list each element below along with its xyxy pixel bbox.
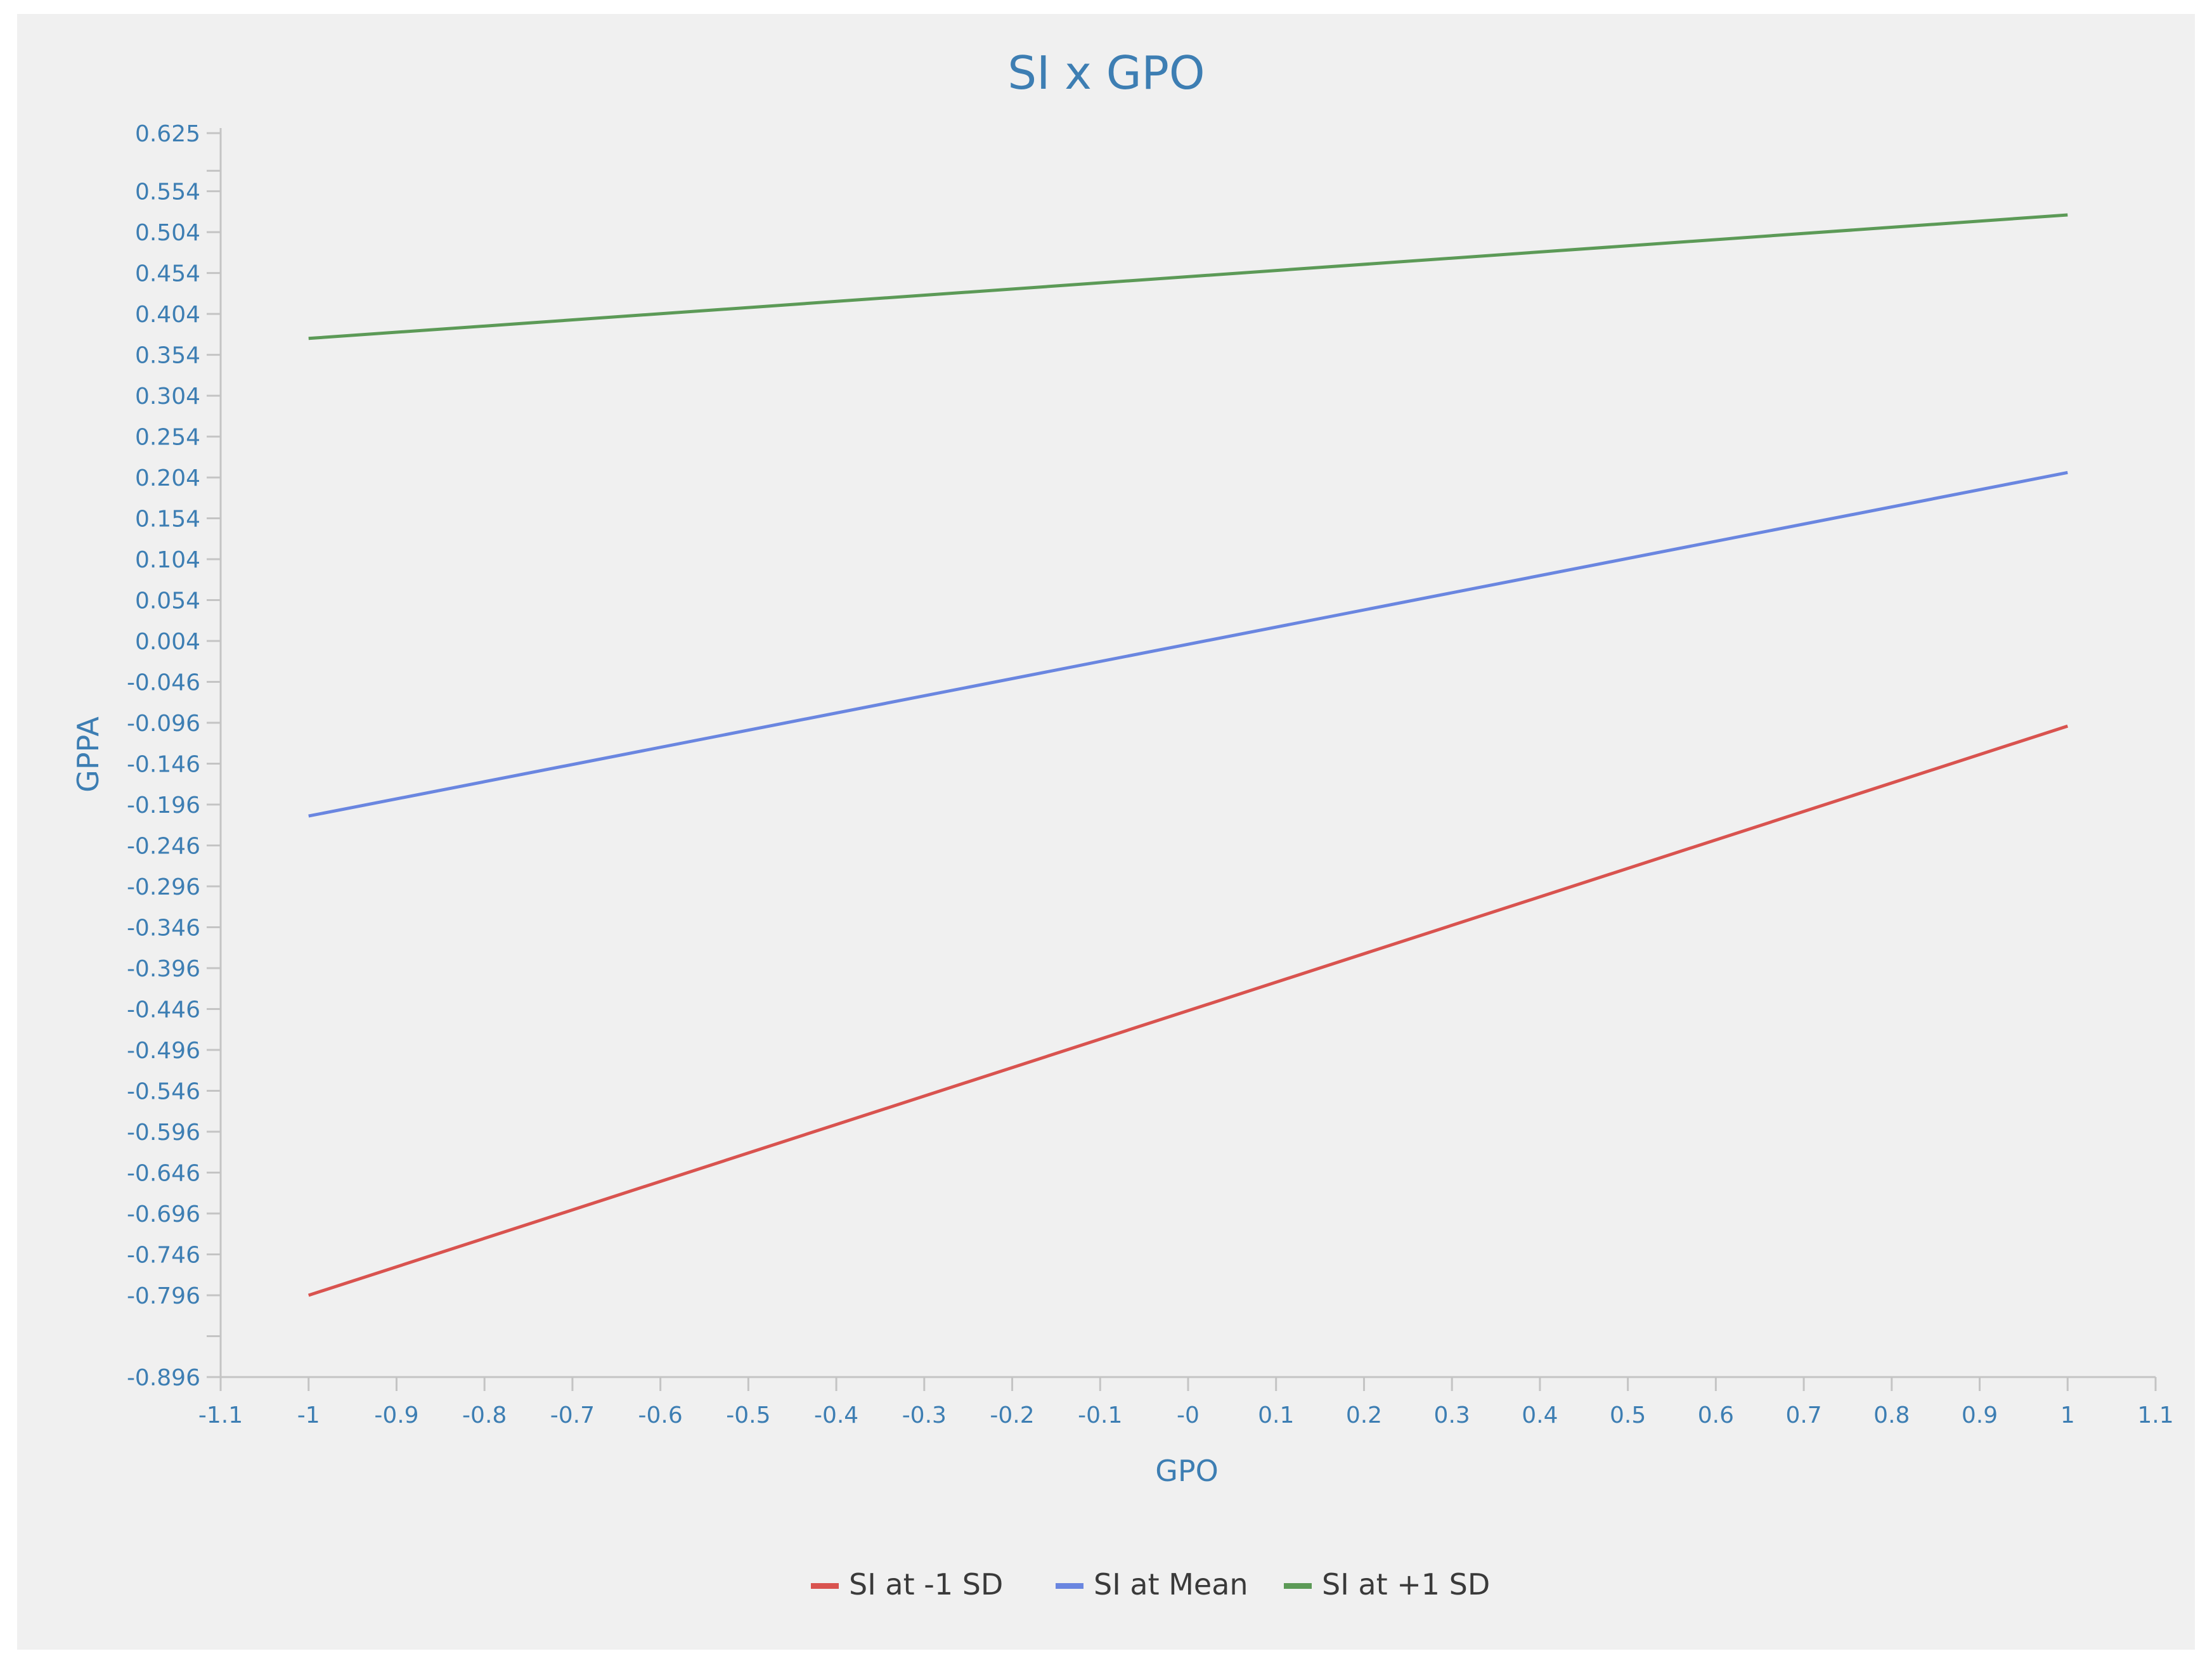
y-tick-label: -0.446 — [127, 997, 200, 1023]
legend-label: SI at Mean — [1094, 1567, 1248, 1602]
legend-label: SI at -1 SD — [849, 1567, 1003, 1602]
y-tick-label: 0.504 — [135, 220, 200, 246]
x-tick-label: 0.2 — [1346, 1402, 1382, 1428]
y-tick-label: -0.796 — [127, 1283, 200, 1309]
x-tick-label: -0.7 — [550, 1402, 595, 1428]
x-tick-label: 1.1 — [2137, 1402, 2173, 1428]
series-line-0 — [307, 724, 2069, 1297]
x-tick-label: 0.1 — [1258, 1402, 1294, 1428]
y-axis-title: GPPA — [71, 716, 105, 793]
x-tick-label: -0.3 — [902, 1402, 947, 1428]
y-tick-label: -0.696 — [127, 1201, 200, 1227]
legend-label: SI at +1 SD — [1322, 1567, 1490, 1602]
y-tick-label: -0.346 — [127, 916, 200, 942]
y-tick-label: -0.246 — [127, 834, 200, 860]
y-tick-label: -0.596 — [127, 1120, 200, 1146]
y-axis: 0.625 0.554 0.504 0.454 0.404 0.354 0.304 0.254… — [127, 121, 222, 1391]
y-tick-label: -0.896 — [127, 1365, 200, 1391]
legend-swatch — [1284, 1583, 1312, 1589]
y-tick-label: -0.096 — [127, 711, 200, 737]
y-tick-label: 0.204 — [135, 465, 200, 491]
x-tick-label: -0.1 — [1078, 1402, 1122, 1428]
x-tick-label: 0.9 — [1962, 1402, 1998, 1428]
y-tick-label: 0.104 — [135, 547, 200, 573]
y-tick-label: 0.554 — [135, 179, 200, 205]
x-tick-label: -0.6 — [638, 1402, 683, 1428]
chart-title: SI x GPO — [1007, 46, 1205, 100]
series-line-2 — [308, 213, 2068, 340]
y-tick-label: 0.304 — [135, 384, 200, 410]
x-tick-label: -1 — [297, 1402, 320, 1428]
x-tick-label: 0.7 — [1785, 1402, 1821, 1428]
y-tick-label: -0.046 — [127, 670, 200, 696]
x-tick-label: 0.3 — [1434, 1402, 1470, 1428]
y-tick-label: 0.254 — [135, 425, 200, 451]
x-tick-label: -0.9 — [374, 1402, 418, 1428]
y-tick-label: -0.146 — [127, 752, 200, 778]
x-tick-label: -0 — [1177, 1402, 1200, 1428]
y-tick-label: 0.004 — [135, 629, 200, 655]
y-tick-label: 0.154 — [135, 507, 200, 533]
x-axis-title: GPO — [1155, 1454, 1219, 1488]
y-tick-label: -0.546 — [127, 1079, 200, 1105]
x-tick-label: -0.5 — [726, 1402, 770, 1428]
series-lines — [307, 213, 2069, 1297]
y-tick-label: -0.496 — [127, 1038, 200, 1064]
y-tick-label: -0.296 — [127, 874, 200, 900]
y-tick-label: 0.454 — [135, 261, 200, 287]
x-tick-label: 0.6 — [1698, 1402, 1734, 1428]
legend-swatch — [811, 1583, 839, 1589]
x-tick-label: -0.2 — [990, 1402, 1034, 1428]
x-tick-label: -0.8 — [462, 1402, 507, 1428]
x-tick-label: 0.5 — [1610, 1402, 1646, 1428]
y-tick-label: 0.354 — [135, 343, 200, 369]
y-tick-label: -0.746 — [127, 1243, 200, 1269]
x-tick-label: 1 — [2060, 1402, 2075, 1428]
legend: SI at -1 SD SI at Mean SI at +1 SD — [811, 1567, 1490, 1602]
x-tick-label: -1.1 — [198, 1402, 243, 1428]
y-tick-label: 0.625 — [135, 121, 200, 147]
legend-item-1: SI at Mean — [1056, 1567, 1248, 1602]
y-tick-label: -0.646 — [127, 1161, 200, 1187]
y-tick-label: -0.196 — [127, 793, 200, 819]
series-line-1 — [308, 470, 2068, 818]
x-axis: -1.1 -1 -0.9 -0.8 -0.7 -0.6 -0.5 -0.4 -0.3 -0.2 -0… — [198, 1376, 2174, 1428]
x-tick-label: -0.4 — [814, 1402, 858, 1428]
y-tick-label: 0.404 — [135, 302, 200, 328]
y-tick-label: -0.396 — [127, 956, 200, 982]
x-tick-label: 0.4 — [1522, 1402, 1558, 1428]
legend-item-0: SI at -1 SD — [811, 1567, 1003, 1602]
y-tick-label: 0.054 — [135, 588, 200, 614]
legend-swatch — [1056, 1583, 1083, 1589]
legend-item-2: SI at +1 SD — [1284, 1567, 1490, 1602]
x-tick-label: 0.8 — [1873, 1402, 1910, 1428]
